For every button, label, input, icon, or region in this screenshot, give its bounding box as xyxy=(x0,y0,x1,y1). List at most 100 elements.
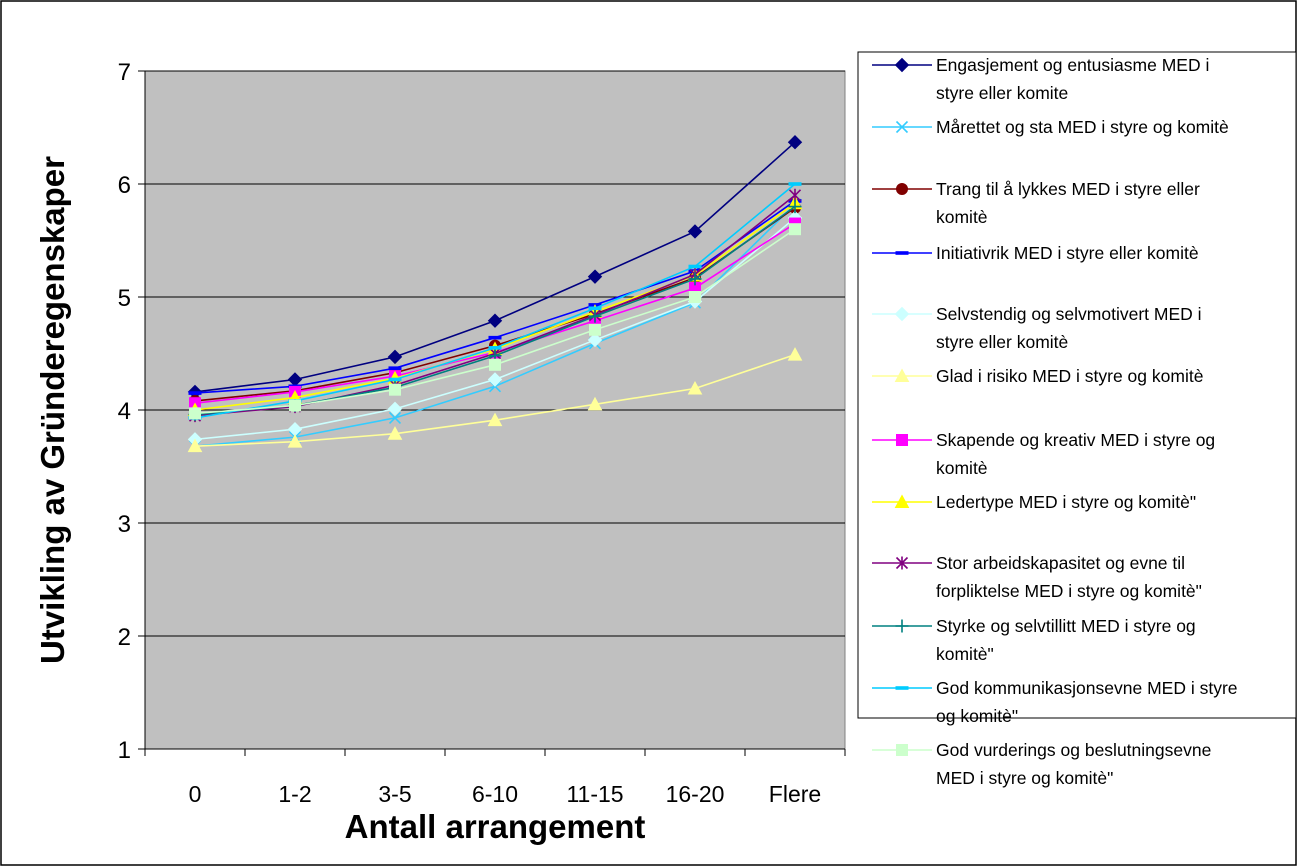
legend-label: forpliktelse MED i styre og komitè" xyxy=(936,581,1202,601)
legend-swatch-marker xyxy=(895,619,909,633)
legend-swatch-marker xyxy=(895,686,909,690)
legend-label: styre eller komite xyxy=(936,83,1068,103)
y-tick-label: 1 xyxy=(118,737,131,764)
x-tick-label: 3-5 xyxy=(378,781,411,807)
legend-label: komitè" xyxy=(936,644,994,664)
y-tick-label: 3 xyxy=(118,511,131,538)
data-point xyxy=(188,391,202,395)
data-point xyxy=(388,411,402,424)
legend-box xyxy=(857,51,1297,719)
legend-item: Skapende og kreativ MED i styre og komitè xyxy=(872,430,1215,478)
y-tick-label: 2 xyxy=(118,624,131,651)
data-point xyxy=(389,383,401,396)
y-tick-label: 5 xyxy=(118,285,131,312)
data-point xyxy=(688,264,702,269)
legend-item: God kommunikasjonsevne MED i styre og kom… xyxy=(872,678,1238,726)
x-tick-label: 6-10 xyxy=(472,781,518,807)
data-point xyxy=(687,224,703,239)
data-point xyxy=(787,347,803,361)
legend-swatch-marker xyxy=(894,306,910,322)
data-point xyxy=(387,349,403,365)
data-point xyxy=(187,438,203,453)
legend-item: Ledertype MED i styre og komitè" xyxy=(872,492,1196,512)
legend-item: Glad i risiko MED i styre og komitè xyxy=(872,366,1203,386)
legend-label: Stor arbeidskapasitet og evne til xyxy=(936,553,1185,573)
x-axis-ticks: 0 1-2 3-5 6-10 11-15 16-20 Flere xyxy=(144,749,846,807)
legend-label: Mårettet og sta MED i styre og komitè xyxy=(936,117,1229,137)
data-point xyxy=(189,407,201,420)
x-tick-label: 16-20 xyxy=(666,781,725,807)
data-point xyxy=(487,313,503,328)
legend-item: Trang til å lykkes MED i styre eller komi… xyxy=(872,179,1200,227)
series-layer xyxy=(187,134,803,453)
y-tick-label: 7 xyxy=(118,59,131,86)
legend-label: Initiativrik MED i styre eller komitè xyxy=(936,243,1199,263)
legend: Engasjement og entusiasme MED i styre ell… xyxy=(857,51,1297,788)
legend-swatch-marker xyxy=(896,434,908,446)
data-point xyxy=(588,306,602,311)
y-tick-label: 6 xyxy=(118,172,131,199)
legend-swatch-marker xyxy=(894,368,910,382)
legend-label: Skapende og kreativ MED i styre og xyxy=(936,430,1215,450)
data-point xyxy=(587,396,603,411)
x-tick-label: 11-15 xyxy=(566,781,623,807)
gridlines xyxy=(145,70,845,637)
data-point xyxy=(687,380,703,395)
legend-label: komitè xyxy=(936,207,988,227)
legend-item: Engasjement og entusiasme MED i styre ell… xyxy=(872,55,1209,103)
legend-label: God vurderings og beslutningsevne xyxy=(936,740,1211,760)
data-point xyxy=(387,401,403,417)
data-point xyxy=(587,269,603,284)
data-point xyxy=(289,399,301,412)
legend-label: Styrke og selvtillitt MED i styre og xyxy=(936,616,1196,636)
legend-label: Selvstendig og selvmotivert MED i xyxy=(936,304,1202,324)
legend-item: Initiativrik MED i styre eller komitè xyxy=(872,243,1199,263)
x-axis-title: Antall arrangement xyxy=(345,808,646,845)
data-point xyxy=(788,182,802,186)
legend-label: MED i styre og komitè" xyxy=(936,768,1113,788)
data-point xyxy=(789,223,801,236)
legend-label: Engasjement og entusiasme MED i xyxy=(936,55,1209,75)
legend-label: komitè xyxy=(936,458,988,478)
y-axis-title: Utvikling av Gründeregenskaper xyxy=(34,156,71,664)
data-point xyxy=(488,335,502,340)
data-point xyxy=(689,291,701,303)
legend-item: God vurderings og beslutningsevne MED i s… xyxy=(872,740,1211,788)
legend-swatch-marker xyxy=(895,251,909,255)
data-point xyxy=(788,200,802,214)
legend-swatch-marker xyxy=(894,494,910,508)
data-point xyxy=(588,309,602,323)
y-axis-ticks: 1 2 3 4 5 6 7 xyxy=(118,59,145,764)
x-tick-label: 1-2 xyxy=(278,781,311,807)
data-point xyxy=(489,358,501,371)
legend-swatch-marker xyxy=(894,57,910,73)
data-point xyxy=(788,188,802,202)
legend-item: Mårettet og sta MED i styre og komitè xyxy=(872,117,1229,137)
data-point xyxy=(589,323,601,336)
data-point xyxy=(387,426,403,440)
legend-swatch-marker xyxy=(895,556,909,570)
legend-label: og komitè" xyxy=(936,706,1018,726)
legend-item: Styrke og selvtillitt MED i styre og komi… xyxy=(872,616,1196,664)
data-point xyxy=(488,346,502,350)
y-tick-label: 4 xyxy=(118,398,131,425)
data-point xyxy=(688,272,702,286)
data-point xyxy=(487,412,503,427)
x-tick-label: Flere xyxy=(769,781,821,807)
legend-swatch-marker xyxy=(896,744,908,756)
data-point xyxy=(388,377,402,382)
legend-label: Trang til å lykkes MED i styre eller xyxy=(936,179,1200,199)
x-tick-label: 0 xyxy=(189,781,202,807)
legend-label: styre eller komitè xyxy=(936,332,1068,352)
data-point xyxy=(388,366,402,370)
legend-label: Glad i risiko MED i styre og komitè xyxy=(936,366,1203,386)
data-point xyxy=(487,372,503,387)
series-6 xyxy=(187,347,803,453)
data-point xyxy=(787,134,803,150)
legend-label: Ledertype MED i styre og komitè" xyxy=(936,492,1196,512)
data-point xyxy=(587,332,603,348)
legend-swatch-marker xyxy=(895,120,909,134)
legend-item: Stor arbeidskapasitet og evne til forplik… xyxy=(872,553,1202,601)
